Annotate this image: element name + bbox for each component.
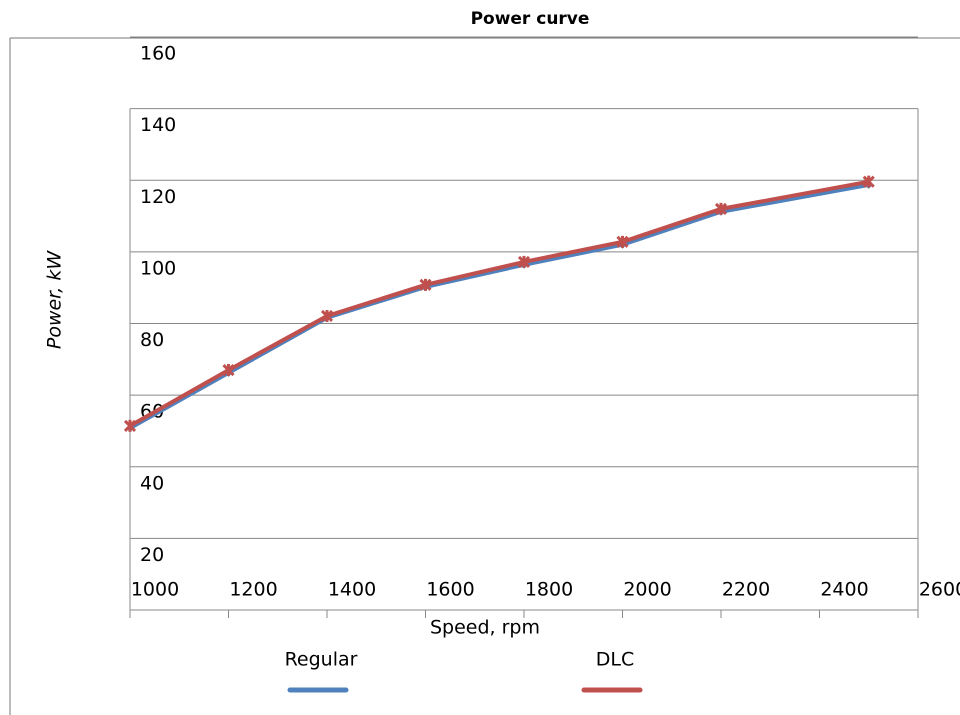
y-tick-label: 160 [140, 43, 176, 65]
y-tick-label: 80 [140, 329, 164, 351]
series-line [129, 179, 870, 428]
x-tick-label: 1600 [426, 579, 474, 601]
legend-label: DLC [596, 649, 634, 671]
marker [714, 202, 728, 215]
x-tick-label: 1800 [525, 579, 573, 601]
x-tick-label: 1200 [229, 579, 277, 601]
y-tick-label: 140 [140, 114, 176, 136]
x-tick-label: 2600 [919, 579, 960, 601]
marker [419, 278, 432, 291]
marker [616, 235, 629, 248]
chart-title: Power curve [471, 9, 590, 29]
marker [320, 309, 334, 323]
x-axis-label: Speed, rpm [430, 617, 540, 639]
x-tick-label: 2000 [623, 579, 671, 601]
marker [123, 419, 137, 432]
y-tick-label: 20 [140, 544, 164, 566]
x-tick-label: 2400 [820, 579, 868, 601]
marker [862, 175, 875, 188]
y-tick-label: 100 [140, 257, 176, 279]
x-tick-label: 1000 [131, 579, 179, 601]
legend-label: Regular [285, 649, 358, 671]
y-tick-label: 120 [140, 186, 176, 208]
y-axis-label: Power, kW [44, 250, 66, 349]
marker [222, 363, 235, 377]
y-tick-label: 40 [140, 472, 164, 494]
x-tick-label: 1400 [328, 579, 376, 601]
series-line [129, 182, 870, 430]
x-tick-label: 2200 [722, 579, 770, 601]
marker [517, 255, 531, 268]
